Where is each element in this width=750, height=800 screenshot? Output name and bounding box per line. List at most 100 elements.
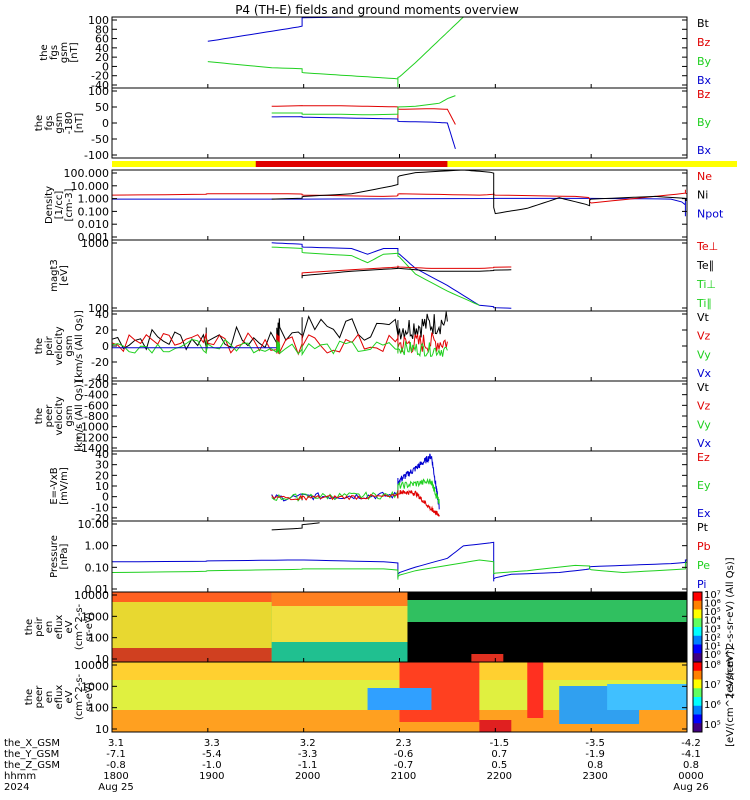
panel-peer_velocity: -200-400-600-800-1000-1200-1400 the peer ve… <box>34 378 712 455</box>
x-axis-value: -3.3 <box>298 749 318 760</box>
series-Ni <box>271 169 687 215</box>
y-tick-label: 0.01 <box>85 583 110 596</box>
y-tick-label: -200 <box>84 378 109 391</box>
legend-entry: Bt <box>697 17 710 30</box>
heatmap-cell <box>407 592 687 600</box>
y-axis-label: eV <box>64 690 75 703</box>
legend-entry: Bx <box>697 144 712 157</box>
y-axis-label: [mV/m] <box>59 467 70 505</box>
colorbar-tick-label: 10³ <box>704 624 721 635</box>
y-tick-label: 80 <box>95 23 109 36</box>
y-tick-label: 10.000 <box>71 180 110 193</box>
y-tick-label: 0 <box>102 60 109 73</box>
colorbar-frame <box>692 661 703 733</box>
y-axis-label: gsm <box>54 112 65 133</box>
legend-entry: Vy <box>697 418 711 431</box>
x-axis-value: 2.3 <box>396 738 412 749</box>
legend-entry: Npot <box>697 207 724 220</box>
series-Ti_blue <box>271 242 512 309</box>
heatmap-cell <box>271 592 408 606</box>
colorbar-swatch <box>693 635 702 645</box>
series-Ez <box>271 489 440 517</box>
y-axis-label: en <box>44 691 55 704</box>
series-Bx <box>207 16 352 42</box>
series-Bx <box>271 116 456 150</box>
legend-entry: Te∥ <box>696 259 714 272</box>
y-tick-label: -20 <box>91 70 109 83</box>
panel-frame <box>111 310 688 382</box>
y-axis-label: sr-eV) <box>84 682 95 711</box>
mode-bar <box>112 161 737 167</box>
y-tick-label: 20 <box>95 51 109 64</box>
y-axis-label: the <box>34 408 45 424</box>
y-tick-label: 1.000 <box>78 193 110 206</box>
colorbar-tick-label: 10⁷ <box>704 590 721 601</box>
heatmap-cell <box>479 720 512 732</box>
y-tick-label: -10 <box>91 501 109 514</box>
series-Pt <box>271 522 320 531</box>
y-axis-label: E=-VxB <box>49 467 60 504</box>
panel-temperature: 1000 100 magt3 [eV] Te⊥ Te∥ Ti⊥ Ti∥ <box>49 237 718 315</box>
y-axis-label: (cm^2-s- <box>74 673 85 720</box>
y-tick-label: 60 <box>95 33 109 46</box>
colorbar-swatch <box>693 644 702 654</box>
y-axis-label: (cm^2-s- <box>74 603 85 650</box>
series-Ti_green <box>271 246 480 306</box>
legend-entry: Ne <box>697 170 712 183</box>
x-axis-value: 1800 <box>103 771 128 782</box>
series-Te_red <box>301 265 512 276</box>
colorbar-tick-label: 10⁴ <box>704 616 721 627</box>
y-axis-label: peer <box>34 685 45 709</box>
x-axis-value: -0.8 <box>106 760 126 771</box>
panel-frame <box>111 87 688 159</box>
series-Npot <box>112 197 688 217</box>
panel-frame <box>111 380 688 452</box>
colorbar-swatch <box>693 705 702 715</box>
x-axis-value: 2300 <box>582 771 607 782</box>
x-axis-value: 2200 <box>487 771 512 782</box>
legend-entry: Vt <box>697 311 710 324</box>
panel-peer_en_eflux: 10000 1000 100 10 the peer en eflux eV (cm^2-s-sr… <box>24 659 688 736</box>
legend-entry: Vx <box>697 367 712 380</box>
panel-peir_en_eflux: 10000 1000 100 10 the peir en eflux eV (cm^2-s-sr… <box>24 589 688 666</box>
x-axis-value: 3.3 <box>204 738 220 749</box>
y-tick-label: 20 <box>95 324 109 337</box>
heatmap-cell <box>407 600 687 622</box>
x-axis-value: -0.7 <box>394 760 414 771</box>
heatmap-cell <box>407 622 687 662</box>
y-tick-label: -20 <box>91 356 109 369</box>
colorbar-swatch <box>693 679 702 689</box>
y-tick-label: -800 <box>84 410 109 423</box>
legend-entry: Ni <box>697 189 708 202</box>
y-axis-label: the <box>39 44 50 60</box>
y-tick-label: -1200 <box>77 431 109 444</box>
y-tick-label: -1400 <box>77 442 109 455</box>
y-tick-label: 1.00 <box>85 540 110 553</box>
y-axis-label: velocity <box>54 326 65 365</box>
x-axis-value: -3.5 <box>585 738 605 749</box>
heatmap-cell <box>112 648 272 662</box>
x-axis-value: 2100 <box>391 771 416 782</box>
legend-entry: Vx <box>697 437 712 450</box>
y-tick-label: 0.10 <box>85 561 110 574</box>
colorbar-swatch <box>693 670 702 680</box>
y-axis-label: [cm-3] <box>64 188 75 221</box>
heatmap-cell <box>271 606 408 642</box>
y-axis-label: [nPa] <box>59 543 70 569</box>
y-axis-label: peer <box>44 404 55 428</box>
heatmap-cell <box>607 684 687 710</box>
x-axis-value: Aug 25 <box>98 782 133 793</box>
x-axis-row-label: hhmm <box>4 771 36 782</box>
mode-bar-red <box>255 161 448 167</box>
legend-entry: By <box>697 116 712 129</box>
y-axis-label: the <box>24 619 35 635</box>
colorbar-swatch <box>693 697 702 707</box>
panel-frame <box>111 239 688 312</box>
colorbar-tick-label: 10⁰ <box>704 650 721 661</box>
y-axis-label: peir <box>44 335 55 355</box>
y-tick-label: 100 <box>88 702 109 715</box>
y-tick-label: 100 <box>88 632 109 645</box>
x-axis-value: 0.7 <box>491 749 507 760</box>
chart-title: P4 (TH-E) fields and ground moments over… <box>235 3 519 17</box>
